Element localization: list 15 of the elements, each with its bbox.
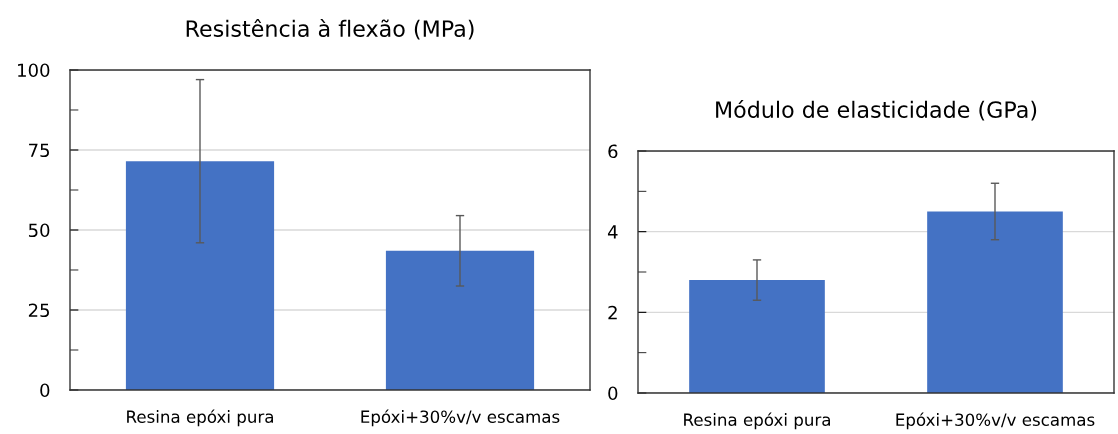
y-tick-label: 100 (18, 63, 50, 78)
chart-title: Resistência à flexão (MPa) (186, 18, 474, 40)
x-tick-label: Epóxi+30%v/v escamas (896, 412, 1095, 430)
y-tick-label: 50 (28, 223, 50, 238)
y-tick-label: 75 (29, 143, 49, 158)
y-tick-label: 2 (608, 305, 617, 320)
y-tick-label: 0 (40, 383, 50, 398)
x-tick-label: Resina epóxi pura (127, 409, 273, 427)
y-tick-label: 4 (607, 225, 618, 239)
y-tick-label: 6 (608, 144, 618, 159)
x-tick-label: Resina epóxi pura (684, 412, 830, 430)
x-tick-label: Epóxi+30%v/v escamas (361, 409, 560, 427)
y-tick-label: 0 (608, 386, 618, 401)
chart-title: Módulo de elasticidade (GPa) (716, 99, 1037, 121)
y-tick-label: 25 (28, 303, 49, 318)
